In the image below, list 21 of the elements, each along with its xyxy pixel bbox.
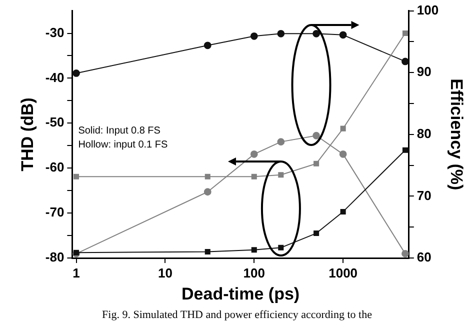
y-tick-label: -60 xyxy=(45,160,64,175)
y-tick-label: -50 xyxy=(45,114,64,130)
y2-tick-label: 60 xyxy=(416,250,432,265)
caption: Fig. 9. Simulated THD and power efficiency according to the xyxy=(102,308,372,321)
y2-tick-label: 70 xyxy=(416,188,432,203)
y2-tick-label: 80 xyxy=(416,126,432,141)
annotation: Hollow: input 0.1 FS xyxy=(78,140,168,151)
annotation: Solid: Input 0.8 FS xyxy=(78,126,161,137)
x-tick-label: 100 xyxy=(243,265,265,280)
y-tick-label: -30 xyxy=(45,24,64,40)
y2-tick-label: 90 xyxy=(416,64,432,80)
y2-tick-label: 100 xyxy=(416,2,439,18)
x-axis-title: Dead-time (ps) xyxy=(182,284,300,304)
y-tick-label: -70 xyxy=(45,204,64,220)
y2-axis-title: Efficiency (%) xyxy=(447,78,466,190)
y-tick-label: -40 xyxy=(45,70,64,85)
y-axis-title: THD (dB) xyxy=(18,98,37,172)
y-tick-label: -80 xyxy=(45,250,64,265)
x-tick-label: 1000 xyxy=(328,265,358,280)
x-tick-label: 10 xyxy=(158,265,172,280)
x-tick-label: 1 xyxy=(72,265,80,280)
